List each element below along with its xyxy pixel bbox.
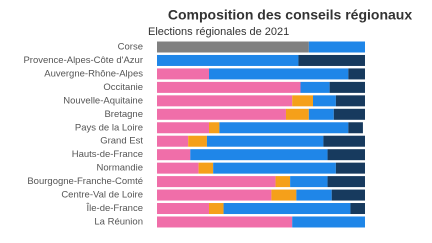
bar-segment — [157, 149, 191, 161]
bar-segment — [323, 135, 365, 147]
bar-segment — [292, 95, 313, 107]
bar-segment — [333, 108, 365, 120]
bar-segment — [348, 122, 363, 134]
bar-segment — [209, 203, 224, 215]
bar-segment — [209, 68, 349, 80]
bar-segment — [308, 41, 365, 53]
bar-segment — [157, 54, 299, 66]
bar-segment — [209, 122, 220, 134]
bar-segment — [157, 108, 286, 120]
bar-segment — [292, 216, 365, 228]
bar-segment — [275, 176, 291, 188]
bar-segment — [157, 203, 209, 215]
category-label: Île-de-France — [86, 203, 144, 214]
bar-segment — [290, 176, 328, 188]
chart-title: Composition des conseils régionaux — [168, 7, 412, 23]
bar-segment — [285, 108, 309, 120]
bar-segment — [327, 176, 365, 188]
category-label: Pays de la Loire — [75, 122, 143, 133]
bar-segment — [331, 189, 365, 201]
category-label: Bretagne — [104, 109, 143, 120]
category-label: Normandie — [97, 163, 143, 174]
bar-segment — [313, 95, 336, 107]
category-label: Nouvelle-Aquitaine — [63, 95, 143, 106]
bar-segment — [300, 81, 330, 93]
bar-segment — [335, 162, 365, 174]
bar-segment — [157, 162, 199, 174]
bar-segment — [157, 189, 272, 201]
bar-segment — [223, 203, 351, 215]
category-label: La Réunion — [94, 216, 143, 227]
bar-segment — [157, 135, 189, 147]
bar-segment — [308, 108, 334, 120]
bar-segment — [157, 95, 293, 107]
bar-segment — [188, 135, 207, 147]
bar-segment — [190, 149, 328, 161]
bar-segment — [271, 189, 297, 201]
bar-segment — [157, 68, 209, 80]
bar-segment — [157, 81, 301, 93]
category-label: Bourgogne-Franche-Comté — [27, 176, 143, 187]
category-label: Hauts-de-France — [72, 149, 143, 160]
bar-segment — [350, 203, 365, 215]
bar-segment — [335, 95, 365, 107]
bar-segment — [296, 189, 332, 201]
bar-segment — [198, 162, 214, 174]
chart-subtitle: Elections régionales de 2021 — [148, 26, 289, 38]
bar-segment — [157, 122, 209, 134]
category-label: Provence-Alpes-Côte d'Azur — [23, 55, 143, 66]
bar-segment — [327, 149, 365, 161]
bar-segment — [348, 68, 365, 80]
bar-segment — [157, 216, 293, 228]
bar-segment — [219, 122, 349, 134]
category-label: Corse — [118, 42, 143, 53]
bar-segment — [206, 135, 324, 147]
category-label: Grand Est — [100, 136, 143, 147]
category-label: Centre-Val de Loire — [61, 190, 143, 201]
category-label: Occitanie — [103, 82, 143, 93]
bar-segment — [329, 81, 365, 93]
bar-segment — [298, 54, 365, 66]
bar-segment — [157, 176, 276, 188]
bar-segment — [157, 41, 309, 53]
bar-segment — [213, 162, 336, 174]
category-label: Auvergne-Rhône-Alpes — [44, 68, 143, 79]
